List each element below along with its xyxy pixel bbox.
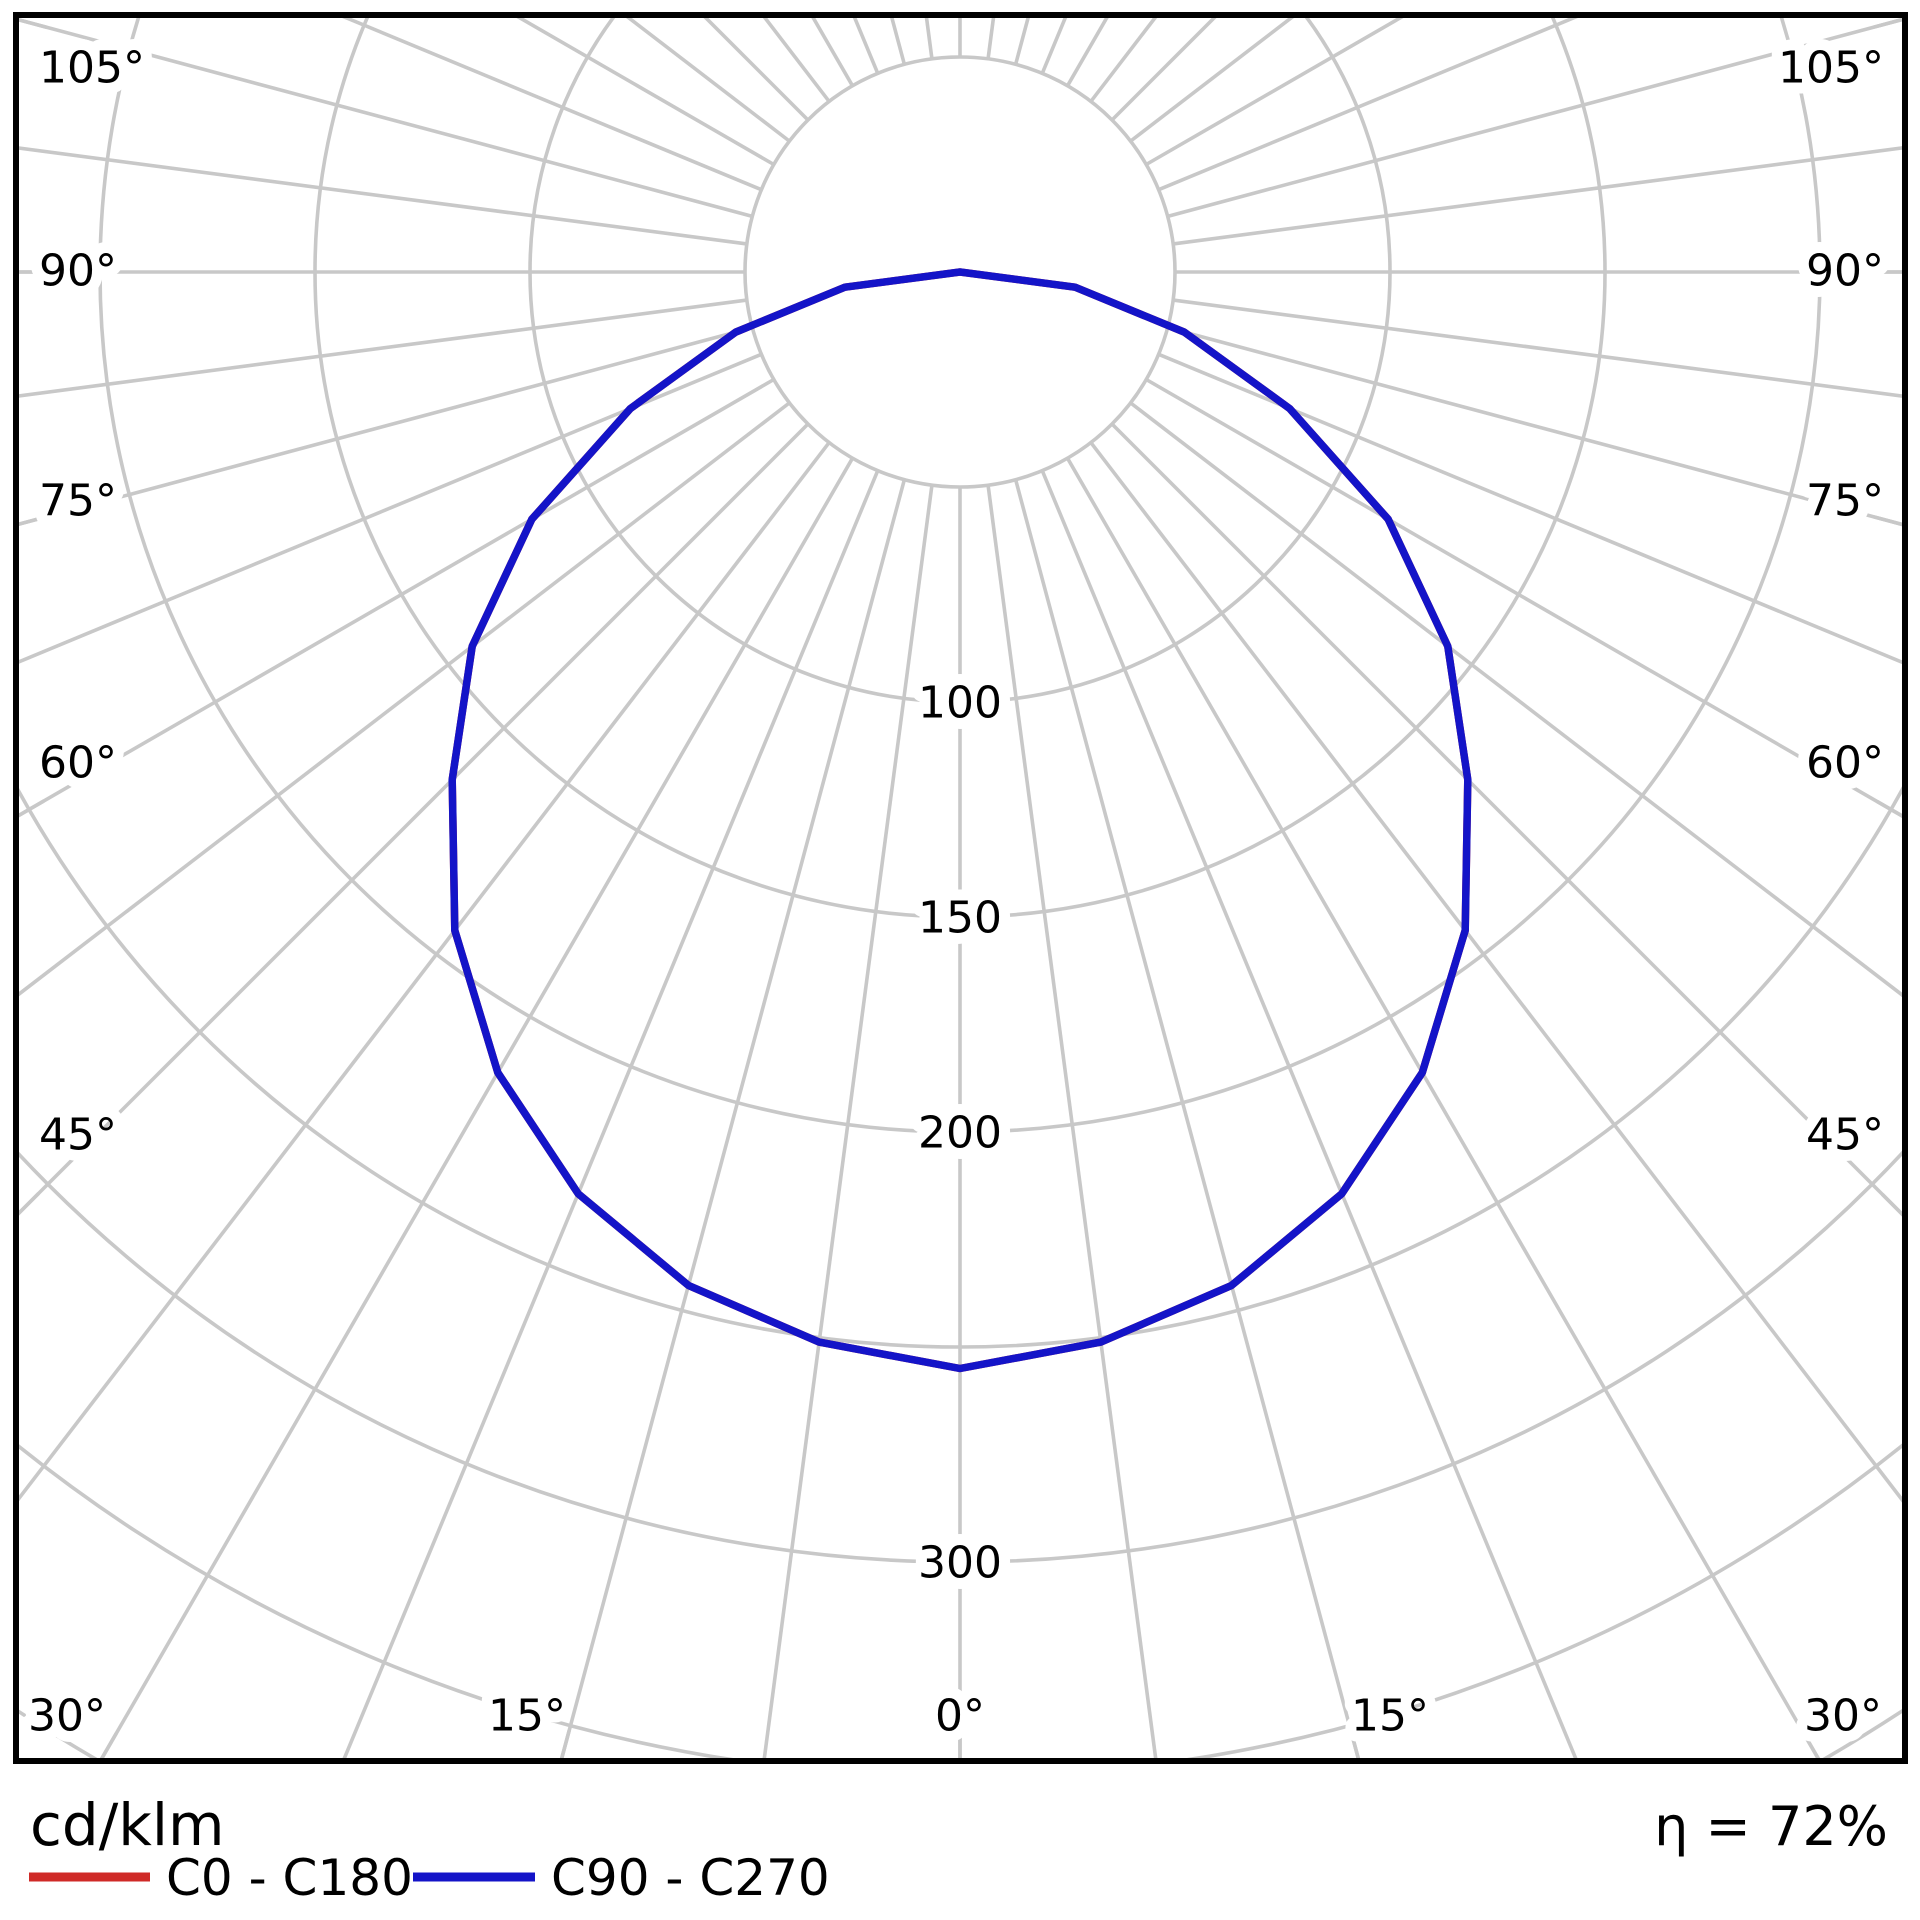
radial-label-300: 300: [918, 1537, 1002, 1588]
angle-label-right-90°: 90°: [1806, 245, 1884, 296]
grid-ray-R22.5: [1040, 469, 1578, 1758]
plot-frame: [13, 12, 1908, 1764]
radial-label-150: 150: [918, 892, 1002, 943]
angle-label-right-45°: 45°: [1806, 1109, 1884, 1160]
legend-label-c90-c270: C90 - C270: [551, 1849, 830, 1907]
grid-ray-L172.5: [924, 18, 934, 60]
border-tick-R75: [1873, 515, 1906, 527]
grid-ray-R45: [1110, 422, 1902, 1217]
grid-ray-L105: [19, 18, 753, 219]
grid-ray-L135: [703, 18, 810, 122]
border-tick-L30: [98, 1732, 118, 1762]
angle-label-left-60°: 60°: [39, 737, 117, 788]
grid-ray-R120: [1145, 18, 1404, 167]
radial-label-100: 100: [918, 677, 1002, 728]
border-tick-L75: [15, 514, 48, 527]
grid-ray-L165: [890, 18, 907, 65]
angle-label-left-45°: 45°: [39, 1109, 117, 1160]
angle-label-right-75°: 75°: [1806, 475, 1884, 526]
angle-label-left-90°: 90°: [39, 245, 117, 296]
efficiency-value: η = 72%: [1654, 1795, 1888, 1858]
grid-ray-L22.5: [342, 469, 880, 1758]
units-label: cd/klm: [30, 1791, 224, 1859]
grid-ray-R52.5: [1129, 401, 1902, 998]
grid-ray-L120: [516, 18, 775, 167]
grid-ray-L82.5: [19, 298, 748, 398]
angle-label-bottom-4: 30°: [1804, 1690, 1882, 1741]
grid-ray-L52.5: [19, 401, 791, 997]
grid-ray-R30: [1065, 457, 1821, 1758]
angle-label-bottom-1: 15°: [488, 1690, 566, 1741]
grid-ray-L75: [19, 325, 753, 527]
grid-ray-R135: [1110, 18, 1217, 122]
grid-ray-L7.5: [762, 484, 934, 1758]
border-tick-R30: [1802, 1732, 1822, 1762]
border-tick-R105: [1873, 17, 1906, 29]
grid-ray-L45: [19, 422, 810, 1216]
grid-ray-R15: [1013, 479, 1361, 1758]
axis-labels: 105° 90° 75° 60° 45° 105° 90° 75° 60° 45° 30° 15° 0°…: [17, 31, 1895, 1752]
grid-ray-R82.5: [1172, 298, 1902, 398]
grid-ray-L15: [559, 479, 907, 1758]
grid-ray-L60: [19, 377, 775, 818]
grid-ray-L157.5: [852, 18, 880, 75]
border-tick-L105: [15, 17, 48, 30]
border-ticks: [14, 17, 1907, 1762]
grid-ray-R60: [1145, 377, 1902, 818]
grid-ray-L37.5: [19, 441, 831, 1502]
border-tick-R45: [1881, 1193, 1907, 1219]
angle-label-left-75°: 75°: [39, 475, 117, 526]
border-tick-R15: [1348, 1729, 1361, 1762]
grid-ray-L142.5: [762, 18, 831, 103]
grid-ray-R112.5: [1157, 18, 1578, 192]
grid-ray-L30: [99, 457, 855, 1758]
grid-ray-R150: [1065, 18, 1109, 87]
grid-ray-R97.5: [1172, 146, 1902, 246]
grid-ray-L127.5: [626, 18, 791, 143]
grid-ray-R37.5: [1089, 441, 1902, 1503]
grid-ray-R142.5: [1089, 18, 1158, 103]
angle-label-right-105°: 105°: [1778, 42, 1884, 93]
legend: C0 - C180 C90 - C270: [29, 1849, 830, 1907]
angle-label-bottom-0: 30°: [28, 1690, 106, 1741]
grid-ray-R75: [1167, 325, 1902, 527]
border-tick-R60: [1876, 800, 1906, 820]
angle-label-bottom-3: 15°: [1351, 1690, 1429, 1741]
curve-C90-C270: [448, 268, 1472, 1373]
border-tick-L15: [559, 1729, 572, 1762]
border-tick-L60: [15, 799, 45, 819]
angle-label-bottom-2: 0°: [935, 1690, 985, 1741]
grid-ray-L97.5: [19, 146, 748, 246]
angle-label-right-60°: 60°: [1806, 737, 1884, 788]
angle-label-left-105°: 105°: [39, 42, 145, 93]
border-tick-L45: [14, 1192, 40, 1218]
intensity-curves: [448, 268, 1472, 1373]
grid-ray-R165: [1013, 18, 1030, 65]
grid-ray-R172.5: [986, 18, 996, 60]
legend-label-c0-c180: C0 - C180: [166, 1849, 413, 1907]
grid-ray-L150: [811, 18, 855, 87]
grid-ray-R127.5: [1129, 18, 1294, 143]
radial-label-200: 200: [918, 1107, 1002, 1158]
grid-ray-R105: [1167, 18, 1902, 219]
grid-ray-R7.5: [986, 484, 1158, 1758]
grid-ray-R157.5: [1040, 18, 1068, 75]
grid-ray-L112.5: [342, 18, 763, 192]
